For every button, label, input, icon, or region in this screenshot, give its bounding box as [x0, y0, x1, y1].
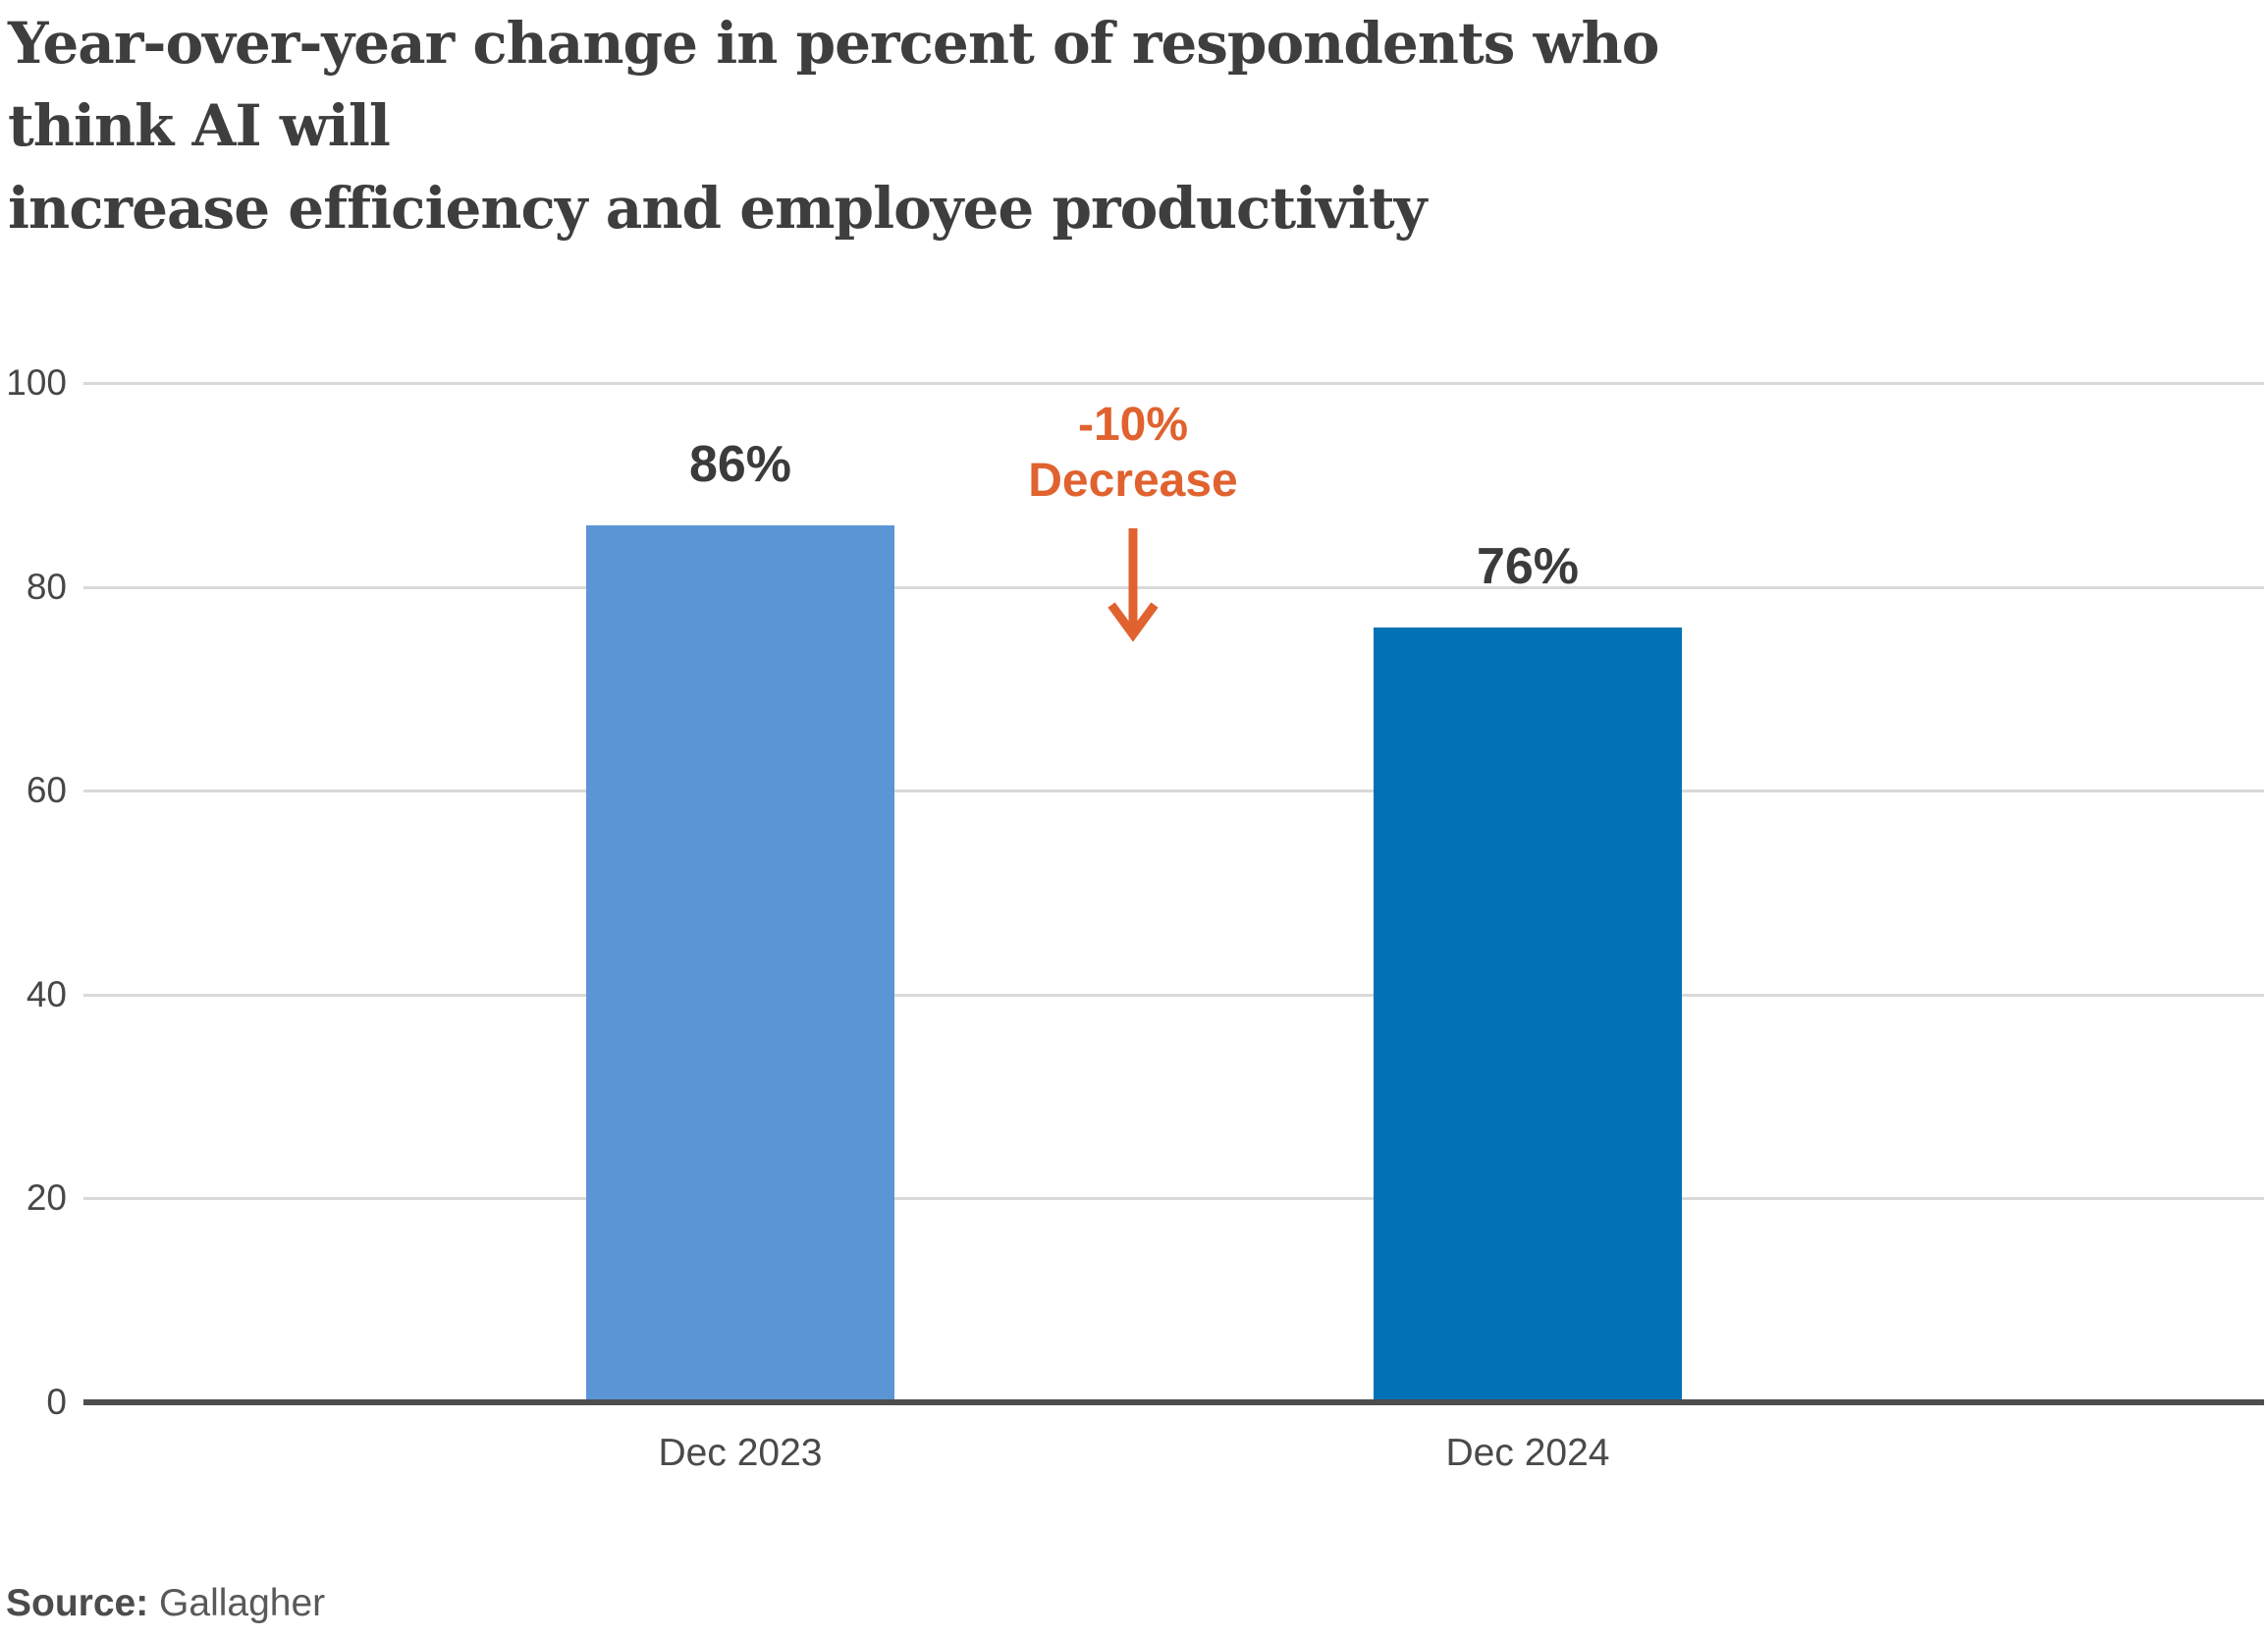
bar-value-label-dec-2024: 76%	[1476, 538, 1580, 595]
annotation-word: Decrease	[1028, 455, 1238, 507]
gridline-40	[83, 994, 2264, 997]
bar-value-label-dec-2023: 86%	[688, 436, 792, 493]
bar-dec-2024	[1374, 628, 1682, 1399]
gridline-60	[83, 790, 2264, 792]
y-tick-label-100: 100	[6, 362, 67, 403]
chart-title-line-2: increase efficiency and employee product…	[8, 175, 1427, 242]
chart-title: Year-over-year change in percent of resp…	[8, 2, 1677, 249]
gridline-100	[83, 382, 2264, 385]
x-axis-line	[83, 1399, 2264, 1405]
bar-dec-2023	[586, 525, 894, 1399]
y-tick-label-0: 0	[46, 1382, 67, 1422]
down-arrow-icon	[1104, 524, 1162, 642]
y-tick-label-20: 20	[26, 1177, 67, 1218]
y-tick-label-80: 80	[26, 567, 67, 607]
annotation-value: -10%	[1077, 399, 1189, 451]
gridline-80	[83, 586, 2264, 589]
decrease-annotation: -10% Decrease	[888, 397, 1378, 509]
source-label: Source:	[6, 1582, 149, 1624]
x-axis-label-dec-2024: Dec 2024	[1445, 1432, 1610, 1474]
source-line: Source: Gallagher	[6, 1579, 325, 1628]
gridline-20	[83, 1197, 2264, 1200]
chart-title-line-1: Year-over-year change in percent of resp…	[8, 10, 1659, 159]
y-tick-label-40: 40	[26, 974, 67, 1014]
x-axis-label-dec-2023: Dec 2023	[658, 1432, 823, 1474]
y-tick-label-60: 60	[26, 770, 67, 810]
source-value: Gallagher	[159, 1582, 326, 1624]
